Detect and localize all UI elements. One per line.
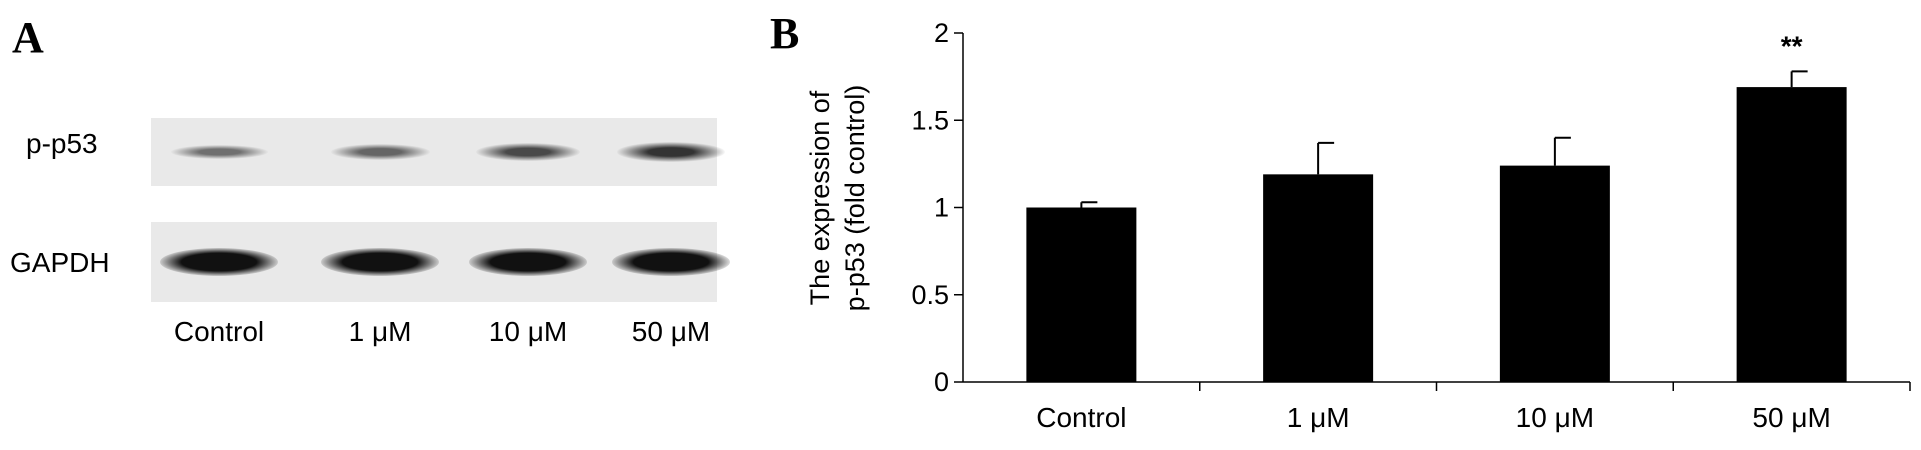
blot-band-p-p53 xyxy=(170,144,268,160)
panel-b-letter: B xyxy=(770,9,800,58)
blot-band-gapdh xyxy=(160,248,278,276)
y-tick-label: 1.5 xyxy=(911,105,949,135)
plot-area: 0 0.5 1 1.5 2 Control 1 μM 10 μM 50 μM ** xyxy=(911,18,1911,433)
x-tick-label: 1 μM xyxy=(1287,402,1350,433)
y-axis-title: The expression of p-p53 (fold control) xyxy=(805,85,870,312)
lane-label-50um: 50 μM xyxy=(631,316,711,347)
blot-band-gapdh xyxy=(469,248,587,276)
blot-row-label-gapdh: GAPDH xyxy=(10,247,110,278)
blot-strip-gapdh xyxy=(151,222,730,302)
bar xyxy=(1263,174,1374,382)
y-tick-label: 1 xyxy=(934,193,949,223)
panel-a-letter: A xyxy=(12,13,44,62)
blot-band-p-p53 xyxy=(476,142,580,162)
lane-label-control: Control xyxy=(173,316,265,347)
x-tick-label: 10 μM xyxy=(1516,402,1594,433)
lane-label-10um: 10 μM xyxy=(488,316,568,347)
blot-band-p-p53 xyxy=(617,141,725,163)
y-tick-label: 0.5 xyxy=(911,280,949,310)
blot-strip-p-p53 xyxy=(151,118,725,186)
blot-band-p-p53 xyxy=(330,144,430,160)
y-axis-title-line-1: The expression of xyxy=(805,90,835,305)
x-tick-label: 50 μM xyxy=(1752,402,1830,433)
y-tick-label: 2 xyxy=(934,18,949,48)
blot-row-label-p-p53: p-p53 xyxy=(26,128,98,159)
significance-marker: ** xyxy=(1781,30,1803,61)
bar xyxy=(1736,87,1847,382)
x-tick-label: Control xyxy=(1036,402,1126,433)
bar xyxy=(1499,165,1610,382)
y-axis-title-line-2: p-p53 (fold control) xyxy=(840,85,870,312)
bar xyxy=(1026,207,1137,382)
blot-band-gapdh xyxy=(612,248,730,276)
blot-band-gapdh xyxy=(321,248,439,276)
y-tick-label: 0 xyxy=(934,367,949,397)
lane-label-1um: 1 μM xyxy=(348,316,412,347)
